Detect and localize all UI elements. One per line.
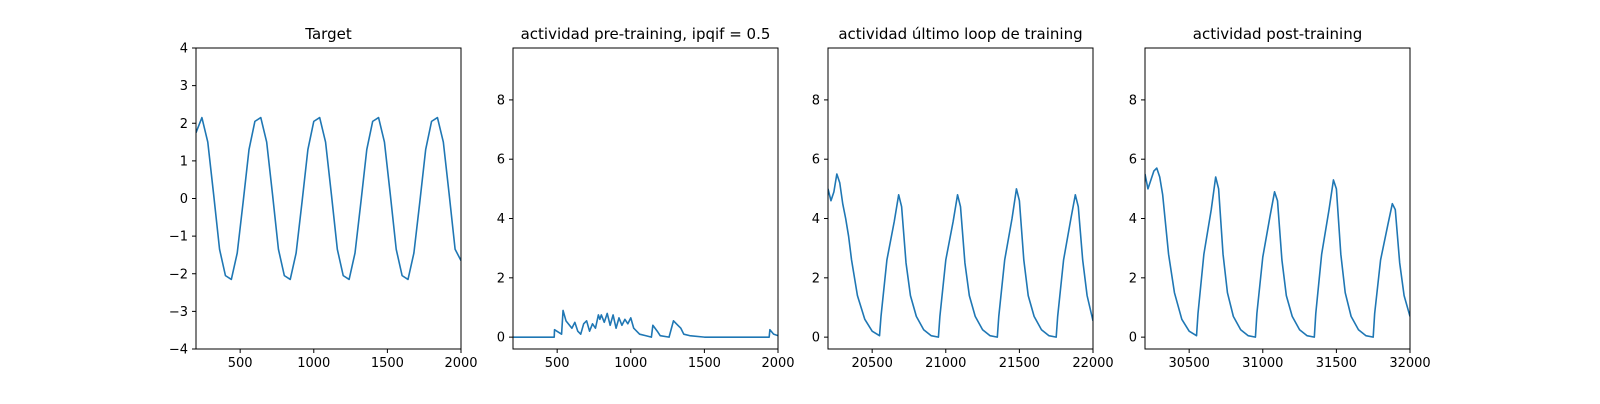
y-tick-label: 6 <box>812 153 820 168</box>
subplot-pre-training: 500 1000 1500 2000 0 2 4 6 8 actividad pre-traini… <box>497 25 795 371</box>
x-tick-label: 31000 <box>1242 356 1283 371</box>
x-tick-label: 1500 <box>688 356 721 371</box>
x-tick-label: 30500 <box>1168 356 1209 371</box>
x-tick-label: 2000 <box>444 356 477 371</box>
y-tick-label: 8 <box>497 93 505 108</box>
y-tick-label: 0 <box>812 331 820 346</box>
series-line <box>1145 167 1410 338</box>
y-tick-label: 2 <box>1129 271 1137 286</box>
y-tick-label: 0 <box>497 331 505 346</box>
y-tick-label: 1 <box>180 154 188 169</box>
subplot-post-training: 30500 31000 31500 32000 0 2 4 6 8 actividad post-… <box>1129 25 1431 371</box>
y-tick-label: 6 <box>1129 153 1137 168</box>
y-tick-label: 4 <box>180 42 188 57</box>
x-tick-label: 21000 <box>925 356 966 371</box>
subplot-target: 500 1000 1500 2000 −4 −3 −2 −1 0 1 2 3 4 Target <box>169 25 478 371</box>
y-tick-label: 8 <box>812 93 820 108</box>
y-tick-label: −2 <box>169 267 188 282</box>
y-tick-label: −4 <box>169 343 188 358</box>
y-tick-label: 2 <box>180 117 188 132</box>
x-tick-label: 1000 <box>297 356 330 371</box>
y-tick-label: 4 <box>812 212 820 227</box>
x-tick-label: 31500 <box>1316 356 1357 371</box>
y-tick-label: 3 <box>180 79 188 94</box>
y-tick-label: 6 <box>497 153 505 168</box>
subplot-title: actividad post-training <box>1193 25 1362 43</box>
axes-frame <box>195 47 462 350</box>
series-line <box>196 116 461 281</box>
subplot-last-training-loop: 20500 21000 21500 22000 0 2 4 6 8 actividad últim… <box>812 25 1114 371</box>
x-tick-label: 22000 <box>1072 356 1113 371</box>
series-line <box>828 173 1093 338</box>
subplot-title: Target <box>304 25 352 43</box>
subplot-title: actividad último loop de training <box>838 25 1082 43</box>
y-tick-label: 4 <box>1129 212 1137 227</box>
y-tick-label: 4 <box>497 212 505 227</box>
y-tick-label: 0 <box>180 192 188 207</box>
x-tick-label: 1000 <box>614 356 647 371</box>
y-tick-label: 2 <box>497 271 505 286</box>
x-tick-label: 500 <box>228 356 253 371</box>
x-tick-label: 20500 <box>851 356 892 371</box>
y-tick-label: 8 <box>1129 93 1137 108</box>
series-line <box>513 309 778 338</box>
x-tick-label: 1500 <box>371 356 404 371</box>
y-tick-label: −1 <box>169 230 188 245</box>
y-tick-label: 2 <box>812 271 820 286</box>
y-tick-label: −3 <box>169 305 188 320</box>
y-tick-label: 0 <box>1129 331 1137 346</box>
x-tick-label: 21500 <box>999 356 1040 371</box>
axes-frame <box>512 47 779 350</box>
x-tick-label: 500 <box>545 356 570 371</box>
axes-frame <box>827 47 1094 350</box>
x-tick-label: 32000 <box>1389 356 1430 371</box>
x-tick-label: 2000 <box>761 356 794 371</box>
subplot-title: actividad pre-training, ipqif = 0.5 <box>521 25 771 43</box>
axes-frame <box>1144 47 1411 350</box>
